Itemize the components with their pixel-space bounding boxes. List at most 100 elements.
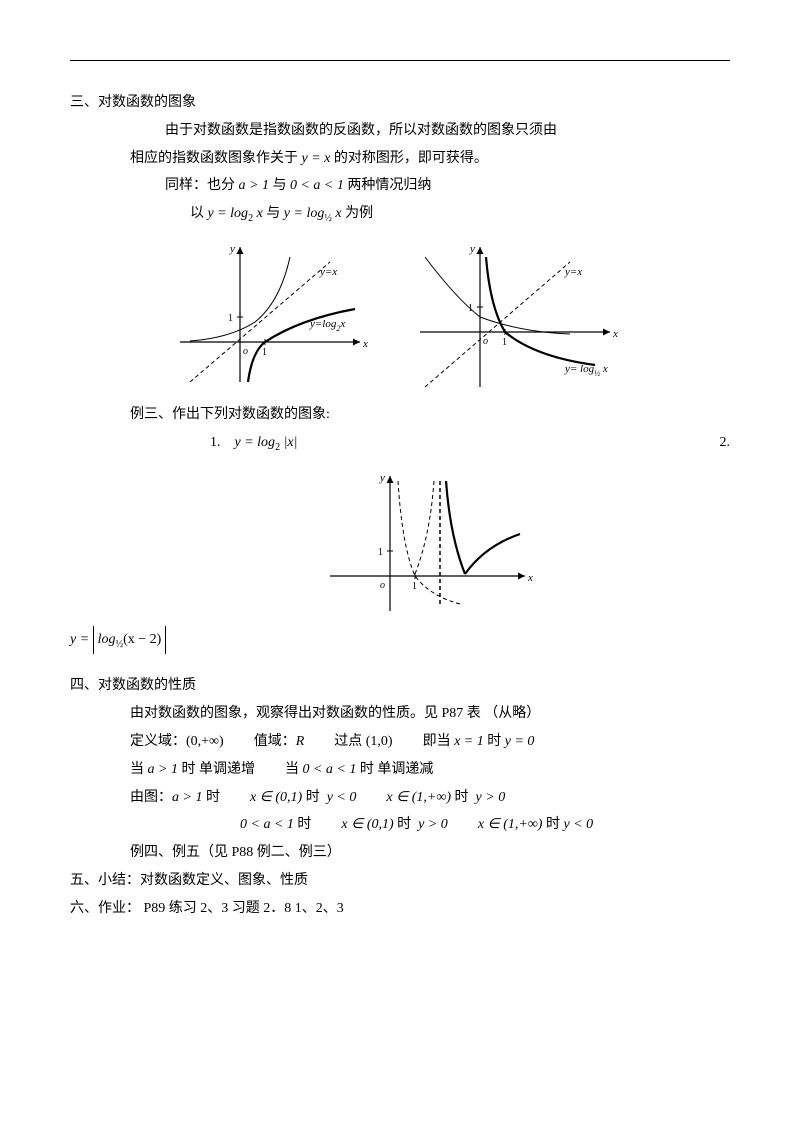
math-0-lt-a-lt-1: 0 < a < 1 bbox=[290, 178, 344, 193]
t: 时 bbox=[394, 817, 412, 832]
t: (0,+∞) bbox=[186, 734, 224, 749]
t: y = bbox=[70, 632, 93, 647]
tick-y: 1 bbox=[378, 547, 383, 558]
tick-x: 1 bbox=[262, 347, 267, 358]
s3-p1a: 由于对数函数是指数函数的反函数，所以对数函数的图象只须由 bbox=[165, 119, 730, 143]
t: y = log bbox=[208, 206, 249, 221]
ex3-item1: 1. y = log2 |x| 2. bbox=[210, 431, 730, 456]
abs: log½(x − 2) bbox=[93, 626, 167, 655]
text: 为例 bbox=[345, 206, 373, 221]
t: 过点 bbox=[334, 734, 362, 749]
section-4-heading: 四、对数函数的性质 bbox=[70, 674, 730, 698]
text: 两种情况归纳 bbox=[347, 178, 431, 193]
text: 与 bbox=[272, 178, 290, 193]
t: y > 0 bbox=[418, 817, 448, 832]
log-label: y= log½ x bbox=[564, 363, 608, 378]
t: 即当 bbox=[423, 734, 455, 749]
s4-ex45: 例四、例五（见 P88 例二、例三） bbox=[130, 841, 730, 865]
t: y < 0 bbox=[563, 817, 593, 832]
t: y = log bbox=[235, 435, 276, 450]
x-label: x bbox=[527, 572, 533, 584]
section-6: 六、作业： P89 练习 2、3 习题 2．8 1、2、3 bbox=[70, 897, 730, 921]
t: 定义域： bbox=[130, 734, 186, 749]
t: a > 1 bbox=[172, 790, 202, 805]
t: x bbox=[332, 206, 342, 221]
t: log bbox=[98, 632, 116, 647]
t: (1,0) bbox=[366, 734, 393, 749]
t: 由图： bbox=[130, 790, 172, 805]
s4-domain-range: 定义域：(0,+∞) 值域：R 过点 (1,0) 即当 x = 1 时 y = … bbox=[130, 730, 730, 754]
num2: 2. bbox=[720, 431, 731, 455]
s3-p1b: 相应的指数函数图象作关于 y = x 的对称图形，即可获得。 bbox=[130, 147, 730, 171]
s3-p2: 同样：也分 a > 1 与 0 < a < 1 两种情况归纳 bbox=[165, 174, 730, 198]
s4-p1: 由对数函数的图象，观察得出对数函数的性质。见 P87 表 （从略） bbox=[130, 702, 730, 726]
math-loghalfx: y = log½ x bbox=[284, 206, 345, 221]
t: x ∈ (0,1) bbox=[250, 790, 302, 805]
tick-x: 1 bbox=[412, 581, 417, 592]
y-label: y bbox=[229, 243, 235, 255]
t: ½ bbox=[116, 638, 124, 649]
t: 当 bbox=[285, 762, 303, 777]
figure-row-2: x y 1 1 o bbox=[130, 466, 730, 616]
num: 1. bbox=[210, 435, 221, 450]
t: 0 < a < 1 bbox=[240, 817, 294, 832]
t: x bbox=[253, 206, 263, 221]
origin: o bbox=[380, 580, 385, 591]
s4-sign2: 0 < a < 1 时 x ∈ (0,1) 时 y > 0 x ∈ (1,+∞)… bbox=[240, 813, 730, 837]
graph-log2x: x y 1 1 o y=x y=log2x bbox=[170, 237, 370, 387]
t: 时 bbox=[542, 817, 560, 832]
section-5: 五、小结：对数函数定义、图象、性质 bbox=[70, 869, 730, 893]
math-a-gt-1: a > 1 bbox=[239, 178, 269, 193]
text: 相应的指数函数图象作关于 bbox=[130, 151, 302, 166]
t: 时 bbox=[484, 734, 505, 749]
t: a > 1 bbox=[148, 762, 178, 777]
tick-x: 1 bbox=[502, 337, 507, 348]
text: 以 bbox=[190, 206, 208, 221]
text: 的对称图形，即可获得。 bbox=[334, 151, 488, 166]
y-label: y bbox=[379, 472, 385, 484]
expr: y = log2 |x| bbox=[235, 435, 298, 450]
tick-y: 1 bbox=[228, 313, 233, 324]
y-label: y bbox=[469, 243, 475, 255]
t: 时 bbox=[302, 790, 320, 805]
math-y-eq-x: y = x bbox=[302, 151, 331, 166]
t: 值域： bbox=[254, 734, 296, 749]
x-label: x bbox=[362, 338, 368, 350]
s4-sign1: 由图：a > 1 时 x ∈ (0,1) 时 y < 0 x ∈ (1,+∞) … bbox=[130, 786, 730, 810]
origin: o bbox=[483, 336, 488, 347]
t: (x − 2) bbox=[123, 632, 161, 647]
t: 时 bbox=[451, 790, 469, 805]
tick-y: 1 bbox=[468, 303, 473, 314]
t: 2 bbox=[275, 442, 280, 453]
x-label: x bbox=[612, 328, 618, 340]
t: R bbox=[296, 734, 305, 749]
top-rule bbox=[70, 60, 730, 61]
t: y = log bbox=[284, 206, 325, 221]
t: |x| bbox=[284, 435, 298, 450]
t: y > 0 bbox=[476, 790, 506, 805]
expr: y = log½(x − 2) bbox=[70, 632, 166, 647]
s3-p3: 以 y = log2 x 与 y = log½ x 为例 bbox=[190, 202, 730, 227]
section-3-heading: 三、对数函数的图象 bbox=[70, 91, 730, 115]
log-label: y=log2x bbox=[309, 318, 345, 333]
page: 三、对数函数的图象 由于对数函数是指数函数的反函数，所以对数函数的图象只须由 相… bbox=[0, 0, 800, 1132]
figure-row-1: x y 1 1 o y=x y=log2x bbox=[70, 237, 730, 397]
t: 时 单调递增 bbox=[178, 762, 255, 777]
graph-loghalfx: x y 1 1 o y=x y= log½ x bbox=[410, 237, 630, 397]
t: 当 bbox=[130, 762, 148, 777]
t: ½ bbox=[324, 213, 332, 224]
t: x ∈ (0,1) bbox=[341, 817, 393, 832]
yx-label: y=x bbox=[319, 266, 337, 278]
prob2: y = log½(x − 2) bbox=[70, 626, 730, 655]
t: 0 < a < 1 bbox=[302, 762, 356, 777]
text: 同样：也分 bbox=[165, 178, 239, 193]
t: 时 bbox=[202, 790, 220, 805]
yx-label: y=x bbox=[564, 266, 582, 278]
t: x ∈ (1,+∞) bbox=[386, 790, 451, 805]
t: y < 0 bbox=[327, 790, 357, 805]
graph-abs-log: x y 1 1 o bbox=[320, 466, 540, 616]
math-log2x: y = log2 x bbox=[208, 206, 267, 221]
ex3-title: 例三、作出下列对数函数的图象: bbox=[130, 403, 730, 427]
t: 时 bbox=[294, 817, 312, 832]
t: 时 单调递减 bbox=[356, 762, 433, 777]
